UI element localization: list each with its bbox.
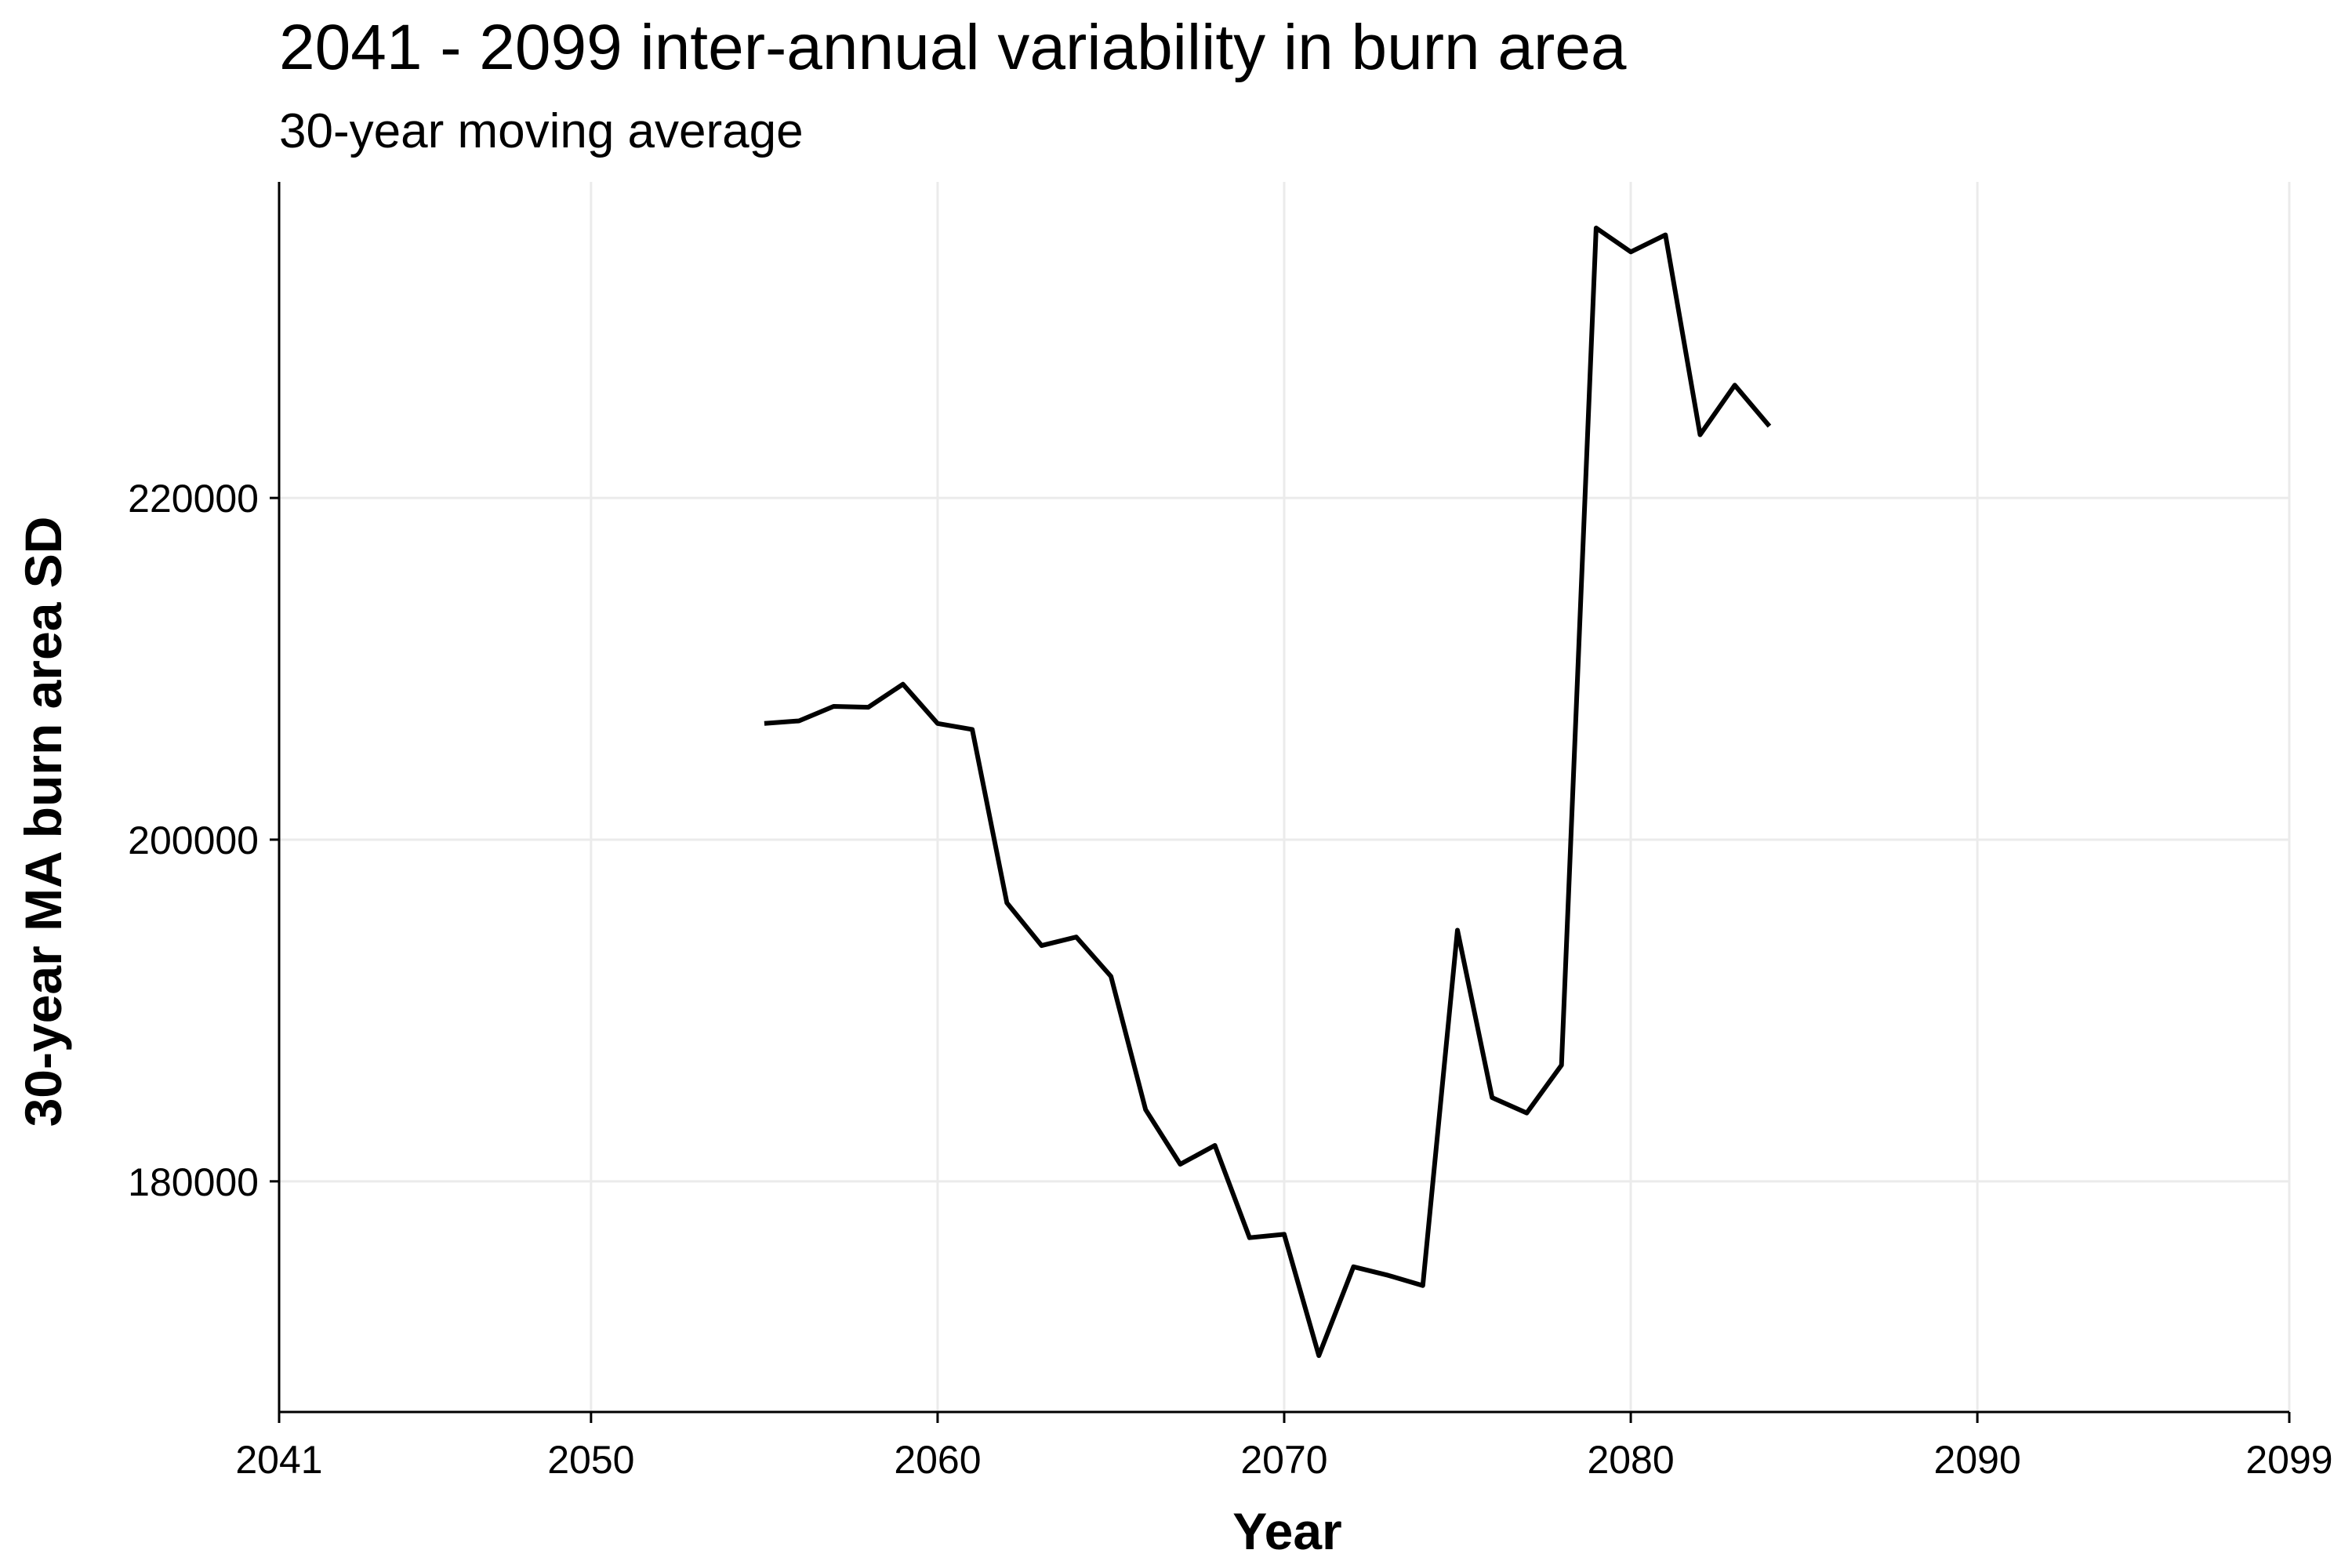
series-layer [764, 225, 1772, 1359]
y-tick-label: 220000 [128, 477, 259, 521]
x-tick-label: 2050 [547, 1438, 634, 1482]
x-axis-title: Year [1232, 1502, 1341, 1560]
x-tick-label: 2099 [2245, 1438, 2332, 1482]
x-tick-label: 2041 [235, 1438, 322, 1482]
y-tick-label: 180000 [128, 1160, 259, 1204]
x-tick-label: 2080 [1587, 1438, 1674, 1482]
gridlines [279, 182, 2291, 1412]
x-tick-label: 2060 [894, 1438, 981, 1482]
y-tick-label: 200000 [128, 818, 259, 862]
series-line [764, 225, 1772, 1359]
chart-subtitle: 30-year moving average [279, 104, 804, 158]
chart-title: 2041 - 2099 inter-annual variability in … [279, 12, 1627, 83]
y-axis-title: 30-year MA burn area SD [14, 517, 72, 1127]
x-tick-label: 2070 [1240, 1438, 1327, 1482]
x-tick-label: 2090 [1934, 1438, 2021, 1482]
tick-labels: 2041 2050 2060 2070 2080 2090 2099 180000 200000… [128, 477, 2332, 1482]
axes [270, 182, 2291, 1423]
